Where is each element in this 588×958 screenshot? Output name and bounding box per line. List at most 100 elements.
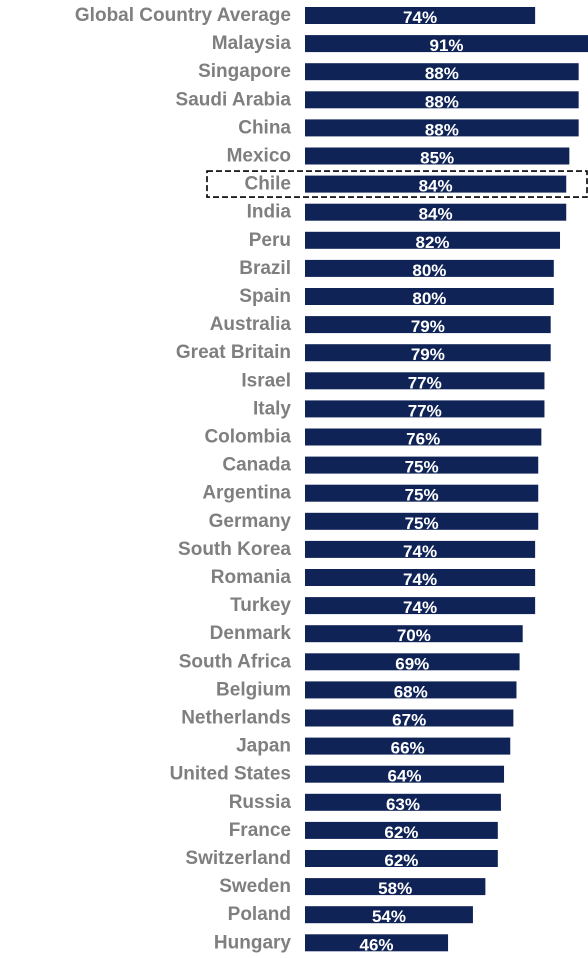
category-label-peru: Peru [249, 230, 291, 251]
value-label-saudi-arabia: 88% [425, 92, 459, 111]
category-label-global-country-average: Global Country Average [75, 5, 291, 26]
value-label-switzerland: 62% [384, 851, 418, 870]
value-label-colombia: 76% [406, 430, 440, 449]
category-label-netherlands: Netherlands [181, 708, 291, 729]
value-label-russia: 63% [386, 795, 420, 814]
value-label-spain: 80% [412, 289, 446, 308]
category-label-japan: Japan [236, 736, 291, 757]
category-label-sweden: Sweden [219, 876, 291, 897]
bar-malaysia [305, 35, 588, 53]
bar-israel [305, 372, 545, 390]
value-label-netherlands: 67% [392, 711, 426, 730]
value-label-australia: 79% [411, 317, 445, 336]
value-label-sweden: 58% [378, 879, 412, 898]
category-label-malaysia: Malaysia [212, 33, 292, 54]
value-label-belgium: 68% [394, 682, 428, 701]
value-label-italy: 77% [408, 401, 442, 420]
value-label-israel: 77% [408, 373, 442, 392]
bar-saudi-arabia [305, 91, 579, 109]
category-label-denmark: Denmark [210, 623, 292, 644]
highlight-box [206, 170, 588, 198]
category-label-canada: Canada [222, 455, 291, 476]
bar-turkey [305, 597, 536, 615]
category-label-brazil: Brazil [239, 258, 291, 279]
bar-china [305, 119, 579, 137]
value-label-india: 84% [419, 205, 453, 224]
category-label-spain: Spain [239, 286, 291, 307]
bar-south-korea [305, 540, 536, 558]
bar-australia [305, 316, 551, 334]
value-label-poland: 54% [372, 907, 406, 926]
value-label-turkey: 74% [403, 598, 437, 617]
category-label-china: China [238, 117, 291, 138]
bar-italy [305, 400, 545, 418]
category-label-south-africa: South Africa [179, 651, 292, 672]
category-label-south-korea: South Korea [178, 539, 291, 560]
value-label-united-states: 64% [388, 767, 422, 786]
value-label-mexico: 85% [420, 149, 454, 168]
bar-sweden [305, 878, 486, 896]
category-label-chile: Chile [245, 174, 291, 195]
category-label-australia: Australia [210, 314, 292, 335]
bar-japan [305, 737, 511, 755]
category-label-great-britain: Great Britain [176, 342, 291, 363]
bar-netherlands [305, 709, 514, 727]
bar-singapore [305, 63, 579, 81]
bar-hungary [305, 934, 449, 952]
bar-colombia [305, 428, 542, 446]
category-label-saudi-arabia: Saudi Arabia [176, 89, 292, 110]
value-label-south-africa: 69% [395, 654, 429, 673]
bar-global-country-average [305, 7, 536, 24]
value-label-denmark: 70% [397, 626, 431, 645]
category-label-italy: Italy [253, 398, 291, 419]
bar-germany [305, 512, 539, 530]
value-label-china: 88% [425, 120, 459, 139]
value-label-germany: 75% [405, 514, 439, 533]
bar-switzerland [305, 850, 498, 867]
bar-argentina [305, 484, 539, 502]
bar-peru [305, 231, 561, 249]
bar-united-states [305, 765, 505, 783]
bar-belgium [305, 681, 517, 699]
bar-brazil [305, 259, 554, 277]
bar-south-africa [305, 653, 520, 671]
value-label-south-korea: 74% [403, 542, 437, 561]
value-label-peru: 82% [415, 233, 449, 252]
category-label-india: India [247, 202, 292, 223]
bar-romania [305, 569, 536, 586]
bar-france [305, 821, 498, 839]
value-label-global-country-average: 74% [403, 8, 437, 27]
value-label-malaysia: 91% [429, 36, 463, 55]
value-label-france: 62% [384, 823, 418, 842]
category-label-hungary: Hungary [214, 932, 292, 953]
category-label-singapore: Singapore [198, 61, 291, 82]
bar-india [305, 203, 567, 221]
bar-mexico [305, 147, 570, 165]
value-label-canada: 75% [405, 458, 439, 477]
value-label-singapore: 88% [425, 64, 459, 83]
category-label-belgium: Belgium [216, 679, 291, 700]
category-label-turkey: Turkey [230, 595, 291, 616]
bar-great-britain [305, 344, 551, 362]
category-label-france: France [229, 820, 291, 841]
category-label-argentina: Argentina [202, 483, 291, 504]
category-label-poland: Poland [228, 904, 291, 925]
bar-poland [305, 906, 473, 924]
bar-chile [305, 175, 567, 193]
bar-denmark [305, 625, 523, 643]
category-label-israel: Israel [241, 370, 291, 391]
category-label-mexico: Mexico [227, 146, 291, 167]
bar-spain [305, 288, 554, 305]
category-label-colombia: Colombia [204, 427, 291, 448]
value-label-japan: 66% [391, 739, 425, 758]
category-label-russia: Russia [229, 792, 292, 813]
category-label-romania: Romania [211, 567, 292, 588]
category-label-germany: Germany [209, 511, 292, 532]
category-label-united-states: United States [170, 764, 291, 785]
value-label-brazil: 80% [412, 261, 446, 280]
value-label-argentina: 75% [405, 486, 439, 505]
bar-canada [305, 456, 539, 474]
category-label-switzerland: Switzerland [185, 848, 291, 869]
value-label-romania: 74% [403, 570, 437, 589]
